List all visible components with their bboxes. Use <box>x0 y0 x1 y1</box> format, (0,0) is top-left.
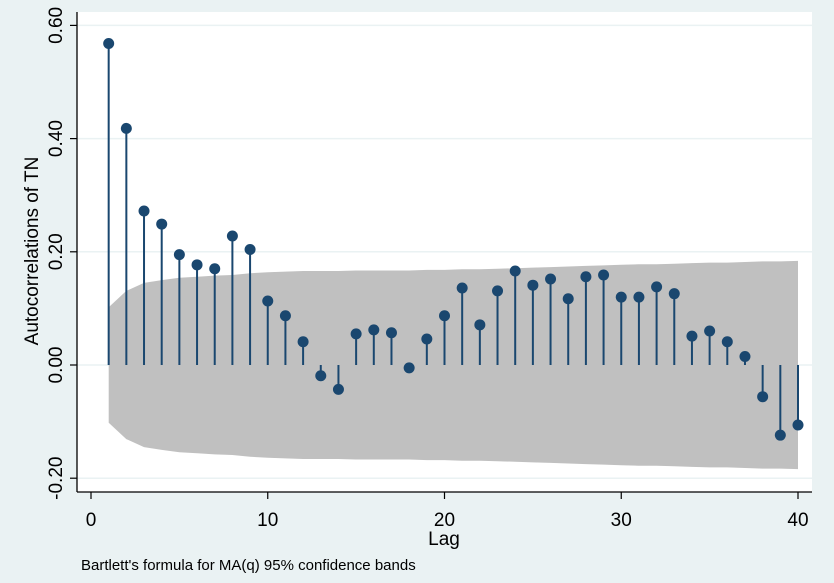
stem-lag-2 <box>120 122 132 365</box>
acf-point <box>332 383 344 395</box>
stem-lag-23 <box>492 285 504 365</box>
acf-point <box>120 122 132 134</box>
acf-point <box>757 391 769 403</box>
stem-lag-34 <box>686 330 698 365</box>
stem-lag-15 <box>350 328 362 365</box>
acf-point <box>509 265 521 277</box>
confidence-band <box>108 260 798 470</box>
acf-point <box>209 263 221 275</box>
y-tick-label: 0.00 <box>46 347 67 384</box>
acf-point <box>527 279 539 291</box>
stem-lag-10 <box>262 295 274 365</box>
stem-lag-32 <box>651 281 663 365</box>
x-ticks: 0 10 20 30 40 <box>86 492 809 531</box>
stem-lag-26 <box>545 273 557 365</box>
stem-lag-24 <box>509 265 521 365</box>
stem-lag-39 <box>774 365 786 441</box>
stem-lag-33 <box>668 288 680 365</box>
stem-lag-7 <box>209 263 221 365</box>
acf-point <box>633 291 645 303</box>
acf-point <box>562 293 574 305</box>
x-axis-title: Lag <box>428 529 460 550</box>
stem-lag-3 <box>138 205 150 365</box>
x-tick-label: 0 <box>86 510 97 531</box>
stem-lag-36 <box>721 336 733 365</box>
acf-point <box>173 249 185 261</box>
stem-lag-5 <box>173 249 185 365</box>
stem-lag-4 <box>156 218 168 365</box>
acf-point <box>615 291 627 303</box>
stem-lag-35 <box>704 325 716 365</box>
acf-point <box>721 336 733 348</box>
acf-point <box>403 362 415 374</box>
stem-lag-30 <box>615 291 627 365</box>
stem-lag-11 <box>279 310 291 365</box>
acf-point <box>580 271 592 283</box>
acf-point <box>686 330 698 342</box>
stem-lag-17 <box>385 327 397 365</box>
footnote: Bartlett's formula for MA(q) 95% confide… <box>81 557 416 574</box>
acf-point <box>598 269 610 281</box>
stem-lag-8 <box>226 230 238 365</box>
stem-lag-19 <box>421 333 433 365</box>
acf-point <box>421 333 433 345</box>
y-ticks: -0.20 0.00 0.20 0.40 0.60 <box>46 7 77 500</box>
stem-lag-9 <box>244 244 256 365</box>
stem-lag-40 <box>792 365 804 431</box>
y-tick-label: 0.20 <box>46 233 67 270</box>
stem-lag-28 <box>580 271 592 365</box>
stem-lag-6 <box>191 259 203 365</box>
stem-lag-22 <box>474 319 486 365</box>
x-tick-label: 30 <box>611 510 632 531</box>
acf-point <box>156 218 168 230</box>
acf-point <box>704 325 716 337</box>
stem-lag-12 <box>297 336 309 365</box>
stem-lag-38 <box>757 365 769 403</box>
acf-point <box>191 259 203 271</box>
acf-point <box>792 419 804 431</box>
acf-point <box>315 370 327 382</box>
acf-point <box>739 351 751 363</box>
stem-lag-25 <box>527 279 539 365</box>
y-tick-label: 0.40 <box>46 120 67 157</box>
acf-point <box>385 327 397 339</box>
acf-point <box>368 324 380 336</box>
acf-point <box>262 295 274 307</box>
stem-lag-29 <box>598 269 610 365</box>
x-tick-label: 20 <box>434 510 455 531</box>
stem-lag-14 <box>332 365 344 395</box>
acf-point <box>439 310 450 322</box>
acf-point <box>279 310 291 322</box>
stems <box>103 38 804 441</box>
acf-point <box>226 230 238 242</box>
stem-lag-20 <box>439 310 450 365</box>
stem-lag-31 <box>633 291 645 365</box>
acf-point <box>492 285 504 297</box>
acf-point <box>668 288 680 300</box>
stem-lag-1 <box>103 38 115 365</box>
acf-point <box>474 319 486 331</box>
stem-lag-13 <box>315 365 327 382</box>
y-tick-label: 0.60 <box>46 7 67 44</box>
acf-point <box>350 328 362 340</box>
y-tick-label: -0.20 <box>46 457 67 500</box>
x-tick-label: 40 <box>787 510 808 531</box>
stem-lag-21 <box>456 282 468 365</box>
stem-lag-27 <box>562 293 574 365</box>
acf-point <box>651 281 663 293</box>
stem-lag-18 <box>403 362 415 374</box>
acf-point <box>456 282 468 294</box>
y-axis-title: Autocorrelations of TN <box>22 157 43 346</box>
acf-point <box>297 336 309 348</box>
acf-point <box>138 205 150 217</box>
acf-point <box>103 38 115 50</box>
acf-point <box>545 273 557 285</box>
stem-lag-37 <box>739 351 751 365</box>
acf-point <box>774 429 786 441</box>
acf-point <box>244 244 256 256</box>
x-tick-label: 10 <box>257 510 278 531</box>
stem-lag-16 <box>368 324 380 365</box>
